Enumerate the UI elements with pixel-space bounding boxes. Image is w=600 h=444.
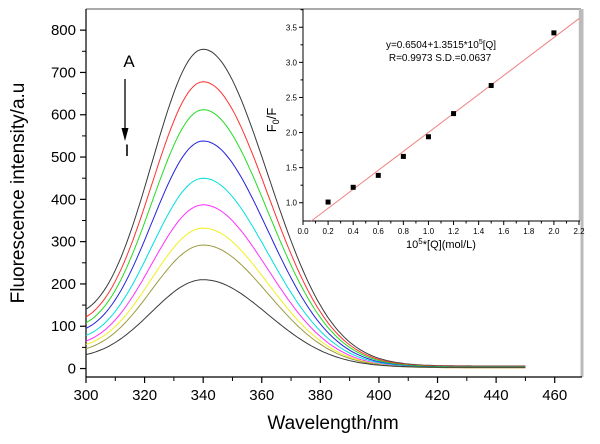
inset-plot-area <box>303 9 579 221</box>
main-curves <box>85 48 526 369</box>
main-x-tick-label: 380 <box>308 387 333 404</box>
inset-x-tick-label: 0.8 <box>398 227 410 236</box>
inset-y-label: F0/F <box>264 108 281 133</box>
equation-exponent: 5 <box>479 39 483 46</box>
inset-equation: y=0.6504+1.3515*105[Q] <box>386 39 496 51</box>
inset-x-tick-label: 2.2 <box>573 227 585 236</box>
main-y-tick-label: 600 <box>51 107 76 124</box>
main-x-ticks: 300 320 340 360 380 400 420 440 460 <box>73 377 567 404</box>
inset-x-ticks: 0.0 0.2 0.4 0.6 0.8 1.0 1.2 1.4 1.6 1.8 2.0 2.2 <box>297 221 585 236</box>
main-y-ticks: 0 100 200 300 400 500 600 700 800 <box>51 22 86 378</box>
main-x-tick-label: 360 <box>249 387 274 404</box>
arrow-head-icon <box>121 128 129 141</box>
inset-x-tick-label: 1.8 <box>523 227 535 236</box>
inset-points <box>325 30 557 205</box>
inset-data-point <box>350 184 356 190</box>
main-x-label: Wavelength/nm <box>267 413 398 434</box>
inset-x-tick-label: 1.2 <box>448 227 460 236</box>
inset-y-tick-label: 3.0 <box>286 58 298 67</box>
inset-data-point <box>400 153 406 159</box>
inset-data-point <box>551 30 557 36</box>
inset-x-label: 105*[Q](mol/L) <box>406 237 476 251</box>
spectrum-curve-I <box>85 279 526 368</box>
inset-y-tick-label: 2.0 <box>286 129 298 138</box>
main-x-tick-label: 460 <box>542 387 567 404</box>
main-y-tick-label: 200 <box>51 276 76 293</box>
inset-data-point <box>425 134 431 140</box>
inset-x-tick-label: 1.0 <box>423 227 435 236</box>
inset-data-point <box>375 172 381 178</box>
x-label-exponent: 5 <box>418 237 423 246</box>
inset-plot: 0.0 0.2 0.4 0.6 0.8 1.0 1.2 1.4 1.6 1.8 2.0 2.2 1.0… <box>264 8 585 251</box>
y-label-main: F <box>264 124 279 132</box>
arrow-label-bottom: I <box>125 141 130 160</box>
inset-x-tick-label: 0.0 <box>297 227 309 236</box>
inset-y-tick-label: 2.5 <box>286 93 298 102</box>
inset-y-ticks: 1.0 1.5 2.0 2.5 3.0 3.5 <box>286 9 303 208</box>
inset-x-tick-label: 2.0 <box>548 227 560 236</box>
main-x-tick-label: 420 <box>425 387 450 404</box>
main-y-tick-label: 100 <box>51 318 76 335</box>
y-label-subscript: 0 <box>271 119 281 124</box>
inset-x-tick-label: 0.2 <box>323 227 335 236</box>
inset-y-tick-label: 3.5 <box>286 23 298 32</box>
main-y-tick-label: 300 <box>51 234 76 251</box>
inset-x-tick-label: 0.4 <box>348 227 360 236</box>
equation-main: y=0.6504+1.3515*10 <box>386 40 479 51</box>
main-y-tick-label: 400 <box>51 191 76 208</box>
main-x-tick-label: 440 <box>484 387 509 404</box>
inset-data-point <box>325 199 331 205</box>
inset-x-tick-label: 1.4 <box>473 227 485 236</box>
inset-data-point <box>451 111 457 117</box>
main-y-tick-label: 700 <box>51 64 76 81</box>
y-label-rest: /F <box>264 108 279 120</box>
inset-data-point <box>488 83 494 89</box>
inset-x-tick-label: 0.6 <box>373 227 385 236</box>
main-x-tick-label: 300 <box>73 387 98 404</box>
main-x-tick-label: 340 <box>191 387 216 404</box>
inset-stats: R=0.9973 S.D.=0.0637 <box>389 53 492 64</box>
equation-tail: [Q] <box>483 40 497 51</box>
main-y-tick-label: 800 <box>51 22 76 39</box>
inset-fit-line <box>311 18 580 222</box>
main-y-tick-label: 0 <box>68 361 76 378</box>
inset-y-tick-label: 1.5 <box>286 164 298 173</box>
main-y-label: Fluorescence intensity/a.u <box>8 83 29 304</box>
x-label-rest: *[Q](mol/L) <box>423 239 476 251</box>
main-y-tick-label: 500 <box>51 149 76 166</box>
main-x-tick-label: 400 <box>366 387 391 404</box>
arrow-label-top: A <box>123 52 135 71</box>
inset-x-tick-label: 1.6 <box>498 227 510 236</box>
main-x-tick-label: 320 <box>132 387 157 404</box>
x-label-base: 10 <box>406 239 418 251</box>
inset-y-tick-label: 1.0 <box>286 199 298 208</box>
